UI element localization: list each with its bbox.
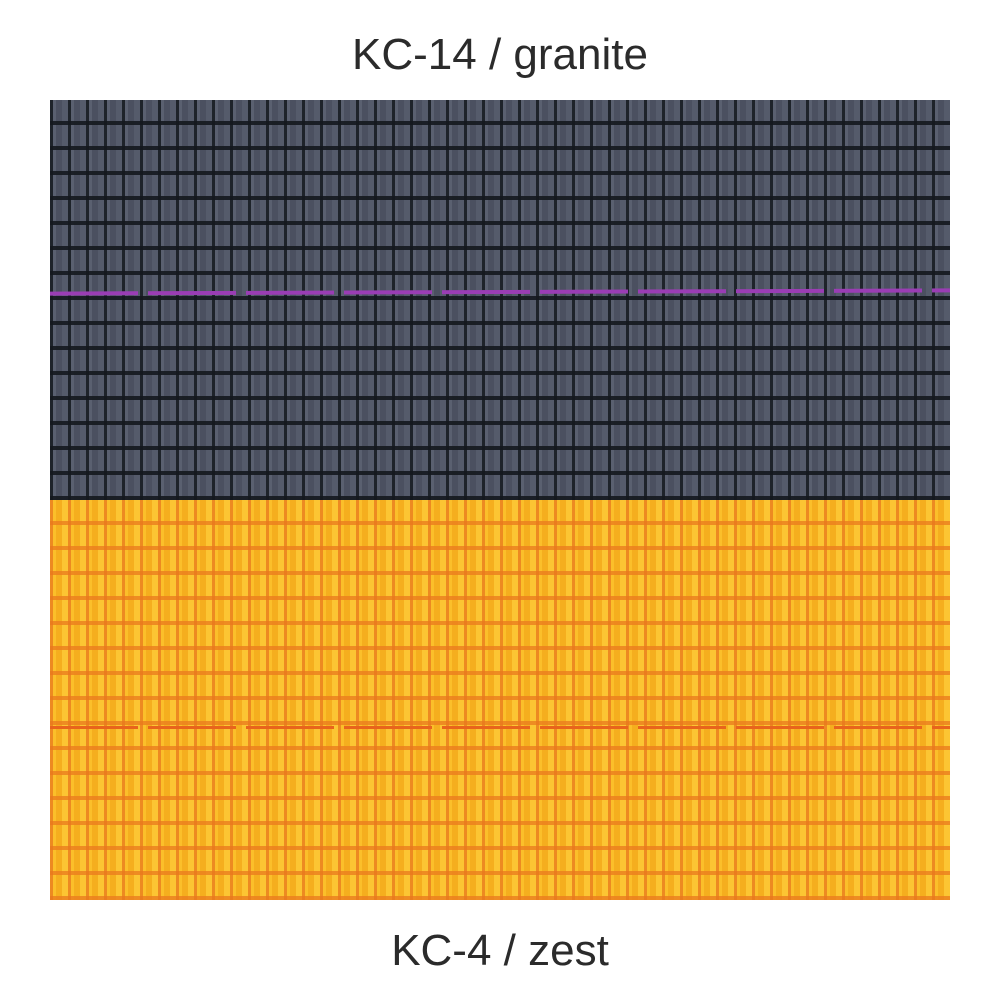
swatch-label-granite: KC-14 / granite [352, 30, 648, 79]
swatch-label-zest: KC-4 / zest [391, 926, 609, 975]
stitch-line [50, 726, 950, 729]
fabric-swatch-zest [50, 500, 950, 900]
stitch-line [50, 288, 950, 296]
fabric-swatch-granite [50, 100, 950, 500]
